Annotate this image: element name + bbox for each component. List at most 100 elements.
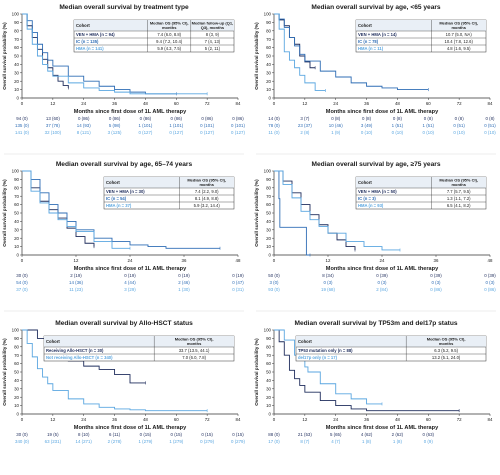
- y-tick-label: 90: [14, 20, 19, 25]
- chart-title: Median overall survival by age, ≥75 year…: [312, 161, 441, 168]
- chart-title: Median overall survival by age, <65 year…: [311, 4, 441, 11]
- at-risk-value: 0 (47): [232, 280, 244, 285]
- x-tick-label: 24: [128, 258, 133, 263]
- chart-title: Median overall survival by TP53m and del…: [294, 320, 457, 327]
- at-risk-value: 21 (53): [298, 432, 312, 437]
- table-cohort-cell: TP53 mutation only (n = 88): [298, 348, 353, 353]
- table-value-cell: 7.7 (5.7, 9.5): [447, 189, 471, 194]
- y-tick-label: 100: [12, 328, 20, 333]
- x-axis-label: Months since first dose of 1L AML therap…: [74, 266, 187, 272]
- at-risk-value: 88 (0): [268, 432, 280, 437]
- table-value-cell: 8 (3, 9): [206, 32, 220, 37]
- at-risk-value: 0 (10): [453, 130, 465, 135]
- table-header-cell: Median OS (95% CI), months: [150, 21, 189, 31]
- series-line-2: [22, 13, 177, 95]
- x-axis-label: Months since first dose of 1L AML therap…: [74, 109, 187, 115]
- at-risk-value: 2 (84): [376, 287, 388, 292]
- table-cohort-cell: HMA (n = 93): [358, 203, 384, 208]
- y-tick-label: 60: [266, 361, 271, 366]
- at-risk-value: 1 (8): [393, 439, 403, 444]
- table-value-cell: 10.7 (5.0, NA): [446, 32, 473, 37]
- at-risk-value: 0 (127): [138, 130, 152, 135]
- at-risk-value: 8 (34): [322, 273, 334, 278]
- stats-table-header-bg: [44, 336, 234, 347]
- y-tick-label: 0: [17, 96, 20, 101]
- at-risk-value: 0 (86): [484, 287, 496, 292]
- at-risk-value: 0 (19): [178, 273, 190, 278]
- table-value-cell: 1.3 (1.1, 7.2): [447, 196, 471, 201]
- y-tick-label: 40: [14, 219, 19, 224]
- y-tick-label: 50: [266, 211, 271, 216]
- y-tick-label: 100: [12, 12, 20, 17]
- at-risk-value: 0 (101): [231, 123, 245, 128]
- table-cohort-cell: IC (n = 54): [106, 196, 127, 201]
- at-risk-value: 37 (78): [46, 123, 60, 128]
- at-risk-value: 0 (86): [109, 116, 121, 121]
- table-header-cohort: Cohort: [298, 339, 312, 344]
- x-tick-label: 12: [302, 101, 307, 106]
- at-risk-value: 0 (101): [200, 123, 214, 128]
- at-risk-value: 4 (7): [331, 439, 341, 444]
- y-tick-label: 40: [266, 219, 271, 224]
- y-tick-label: 30: [266, 70, 271, 75]
- y-tick-label: 50: [14, 370, 19, 375]
- series-line-3: [22, 13, 208, 95]
- at-risk-value: 2 (278): [108, 439, 122, 444]
- at-risk-value: 0 (39): [430, 273, 442, 278]
- table-value-cell: 4.8 (1.6, 9.5): [447, 46, 471, 51]
- at-risk-value: 11 (0): [268, 130, 280, 135]
- table-header-cell: Median OS (95% CI), months: [439, 178, 478, 188]
- at-risk-value: 1 (101): [138, 123, 152, 128]
- at-risk-value: 0 (39): [484, 273, 496, 278]
- x-tick-label: 36: [182, 258, 187, 263]
- at-risk-value: 23 (37): [298, 123, 312, 128]
- y-tick-label: 90: [266, 177, 271, 182]
- series-line-1: [274, 329, 460, 412]
- at-risk-value: 1 (30): [178, 287, 190, 292]
- at-risk-value: 3 (0): [269, 280, 279, 285]
- y-tick-label: 70: [14, 194, 19, 199]
- at-risk-value: 8 (10): [78, 432, 90, 437]
- y-tick-label: 10: [14, 244, 19, 249]
- stats-table-header-bg: [356, 20, 486, 31]
- y-tick-label: 80: [14, 28, 19, 33]
- table-value-cell: 10.4 (7.8, 12.6): [444, 39, 473, 44]
- table-header-cell: Median OS (95% CI), months: [187, 178, 226, 188]
- stats-table-header-bg: [74, 20, 234, 31]
- x-tick-label: 0: [273, 258, 276, 263]
- y-tick-label: 70: [266, 37, 271, 42]
- y-tick-label: 10: [266, 244, 271, 249]
- x-tick-label: 72: [205, 101, 210, 106]
- y-axis-label: Overall survival probability (%): [254, 22, 259, 90]
- table-cohort-cell: HMA (n = 37): [106, 203, 132, 208]
- y-tick-label: 40: [14, 62, 19, 67]
- y-tick-label: 0: [269, 412, 272, 417]
- x-tick-label: 24: [81, 101, 86, 106]
- at-risk-value: 0 (3): [323, 280, 333, 285]
- at-risk-value: 32 (100): [45, 130, 62, 135]
- at-risk-value: 0 (86): [232, 116, 244, 121]
- at-risk-value: 0 (9): [424, 439, 434, 444]
- y-tick-label: 20: [14, 395, 19, 400]
- x-tick-label: 84: [488, 417, 493, 422]
- at-risk-value: 14 (36): [69, 280, 83, 285]
- y-tick-label: 80: [14, 344, 19, 349]
- y-tick-label: 20: [266, 395, 271, 400]
- chart-title: Median overall survival by Allo-HSCT sta…: [55, 320, 193, 327]
- at-risk-value: 19 (68): [321, 287, 335, 292]
- y-tick-label: 40: [266, 378, 271, 383]
- x-tick-label: 60: [174, 101, 179, 106]
- x-tick-label: 72: [457, 417, 462, 422]
- chart-panel-1: Median overall survival by treatment typ…: [2, 4, 245, 155]
- at-risk-value: 3 (29): [124, 287, 136, 292]
- y-axis-label: Overall survival probability (%): [254, 338, 259, 406]
- table-cohort-cell: VEN + HMA (n = 30): [106, 189, 145, 194]
- series-line-3: [274, 13, 326, 91]
- table-value-cell: 9.4 (7.2, 10.4): [156, 39, 183, 44]
- stats-table-header-bg: [104, 177, 234, 188]
- x-axis-label: Months since first dose of 1L AML therap…: [74, 425, 187, 431]
- series-line-1: [22, 13, 69, 88]
- x-tick-label: 36: [364, 101, 369, 106]
- y-tick-label: 60: [266, 45, 271, 50]
